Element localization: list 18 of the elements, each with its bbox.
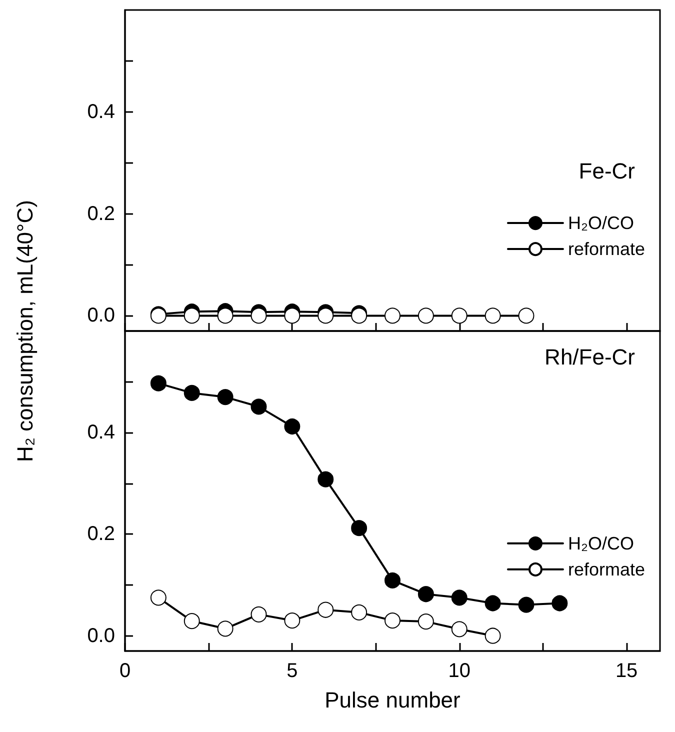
legend-label: H₂O/CO (568, 533, 634, 554)
x-tick-label: 10 (448, 660, 470, 682)
y-axis-title: H₂ consumption, mL(40°C) (12, 200, 38, 462)
legend-label: reformate (568, 239, 646, 260)
y-tick-label: 0.0 (87, 304, 115, 327)
text: Fe-Cr (578, 158, 636, 184)
x-tick-label: 15 (615, 660, 638, 682)
x-tick-label: 5 (286, 660, 298, 682)
y-tick-label: 0.4 (87, 100, 115, 123)
y-tick-label: 0.0 (87, 624, 115, 647)
legend-label: reformate (568, 559, 646, 580)
x-axis-title: Pulse number (324, 688, 460, 712)
legend-label: H₂O/CO (568, 213, 634, 234)
y-tick-label: 0.2 (87, 202, 115, 225)
text: Rh/Fe-Cr (544, 344, 636, 370)
x-tick-label: 0 (119, 660, 131, 682)
y-tick-label: 0.2 (87, 523, 115, 546)
y-tick-label: 0.4 (87, 422, 115, 444)
